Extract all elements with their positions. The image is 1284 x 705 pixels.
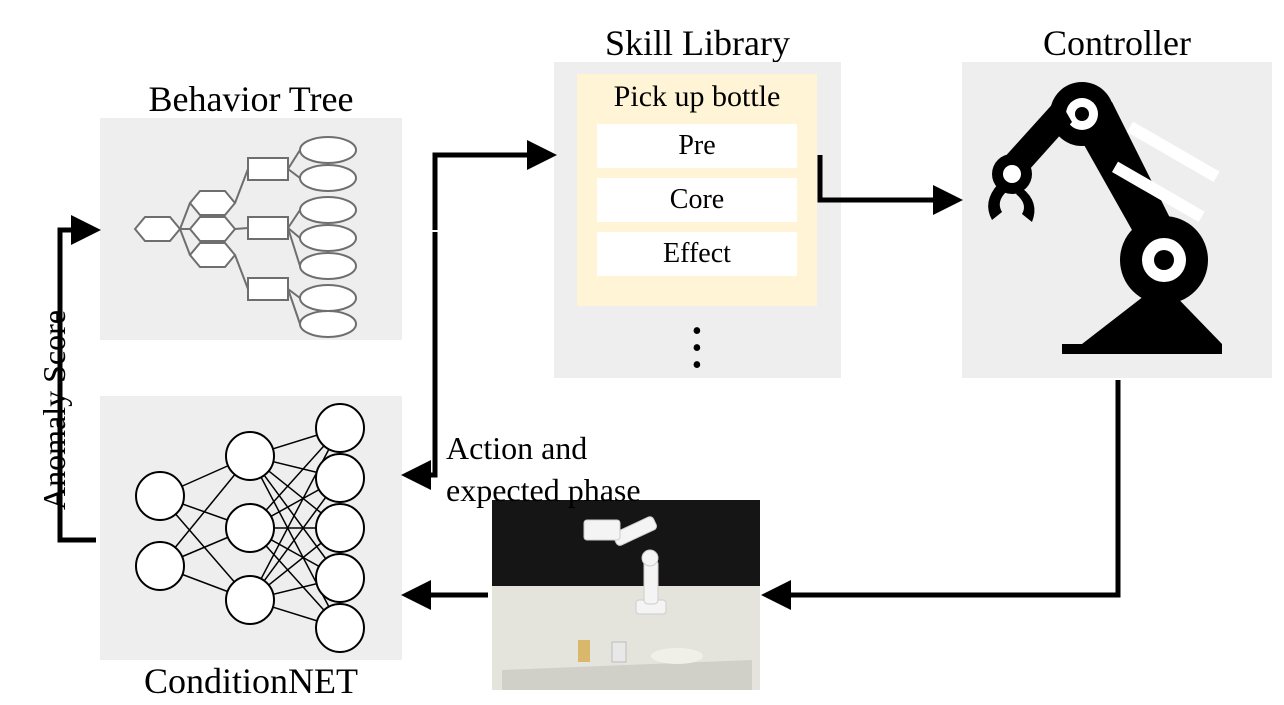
skill-card-title: Pick up bottle [577,80,817,114]
robot-arm-icon [962,62,1272,378]
robot-scene-icon [492,500,760,690]
skill-card: Pick up bottle Pre Core Effect [577,74,817,306]
skill-ellipsis: ••• [692,324,702,374]
behavior-tree-graphic [100,118,402,340]
skill-item-effect: Effect [597,232,797,276]
action-phase-label: Action and expected phase [446,428,641,511]
camera-image [492,500,760,690]
anomaly-score-label: Anomaly Score [36,310,73,510]
controller-box [962,62,1272,378]
skill-item-pre: Pre [597,124,797,168]
skill-library-title: Skill Library [554,22,841,64]
behavior-tree-box [100,118,402,340]
skill-library-box: Pick up bottle Pre Core Effect ••• [554,62,841,378]
behavior-tree-title: Behavior Tree [100,78,402,120]
action-phase-line2: expected phase [446,472,641,508]
neural-net-graphic [100,396,402,660]
condition-net-title: ConditionNET [100,660,402,702]
condition-net-box [100,396,402,660]
skill-item-core: Core [597,178,797,222]
controller-title: Controller [962,22,1272,64]
action-phase-line1: Action and [446,430,587,466]
